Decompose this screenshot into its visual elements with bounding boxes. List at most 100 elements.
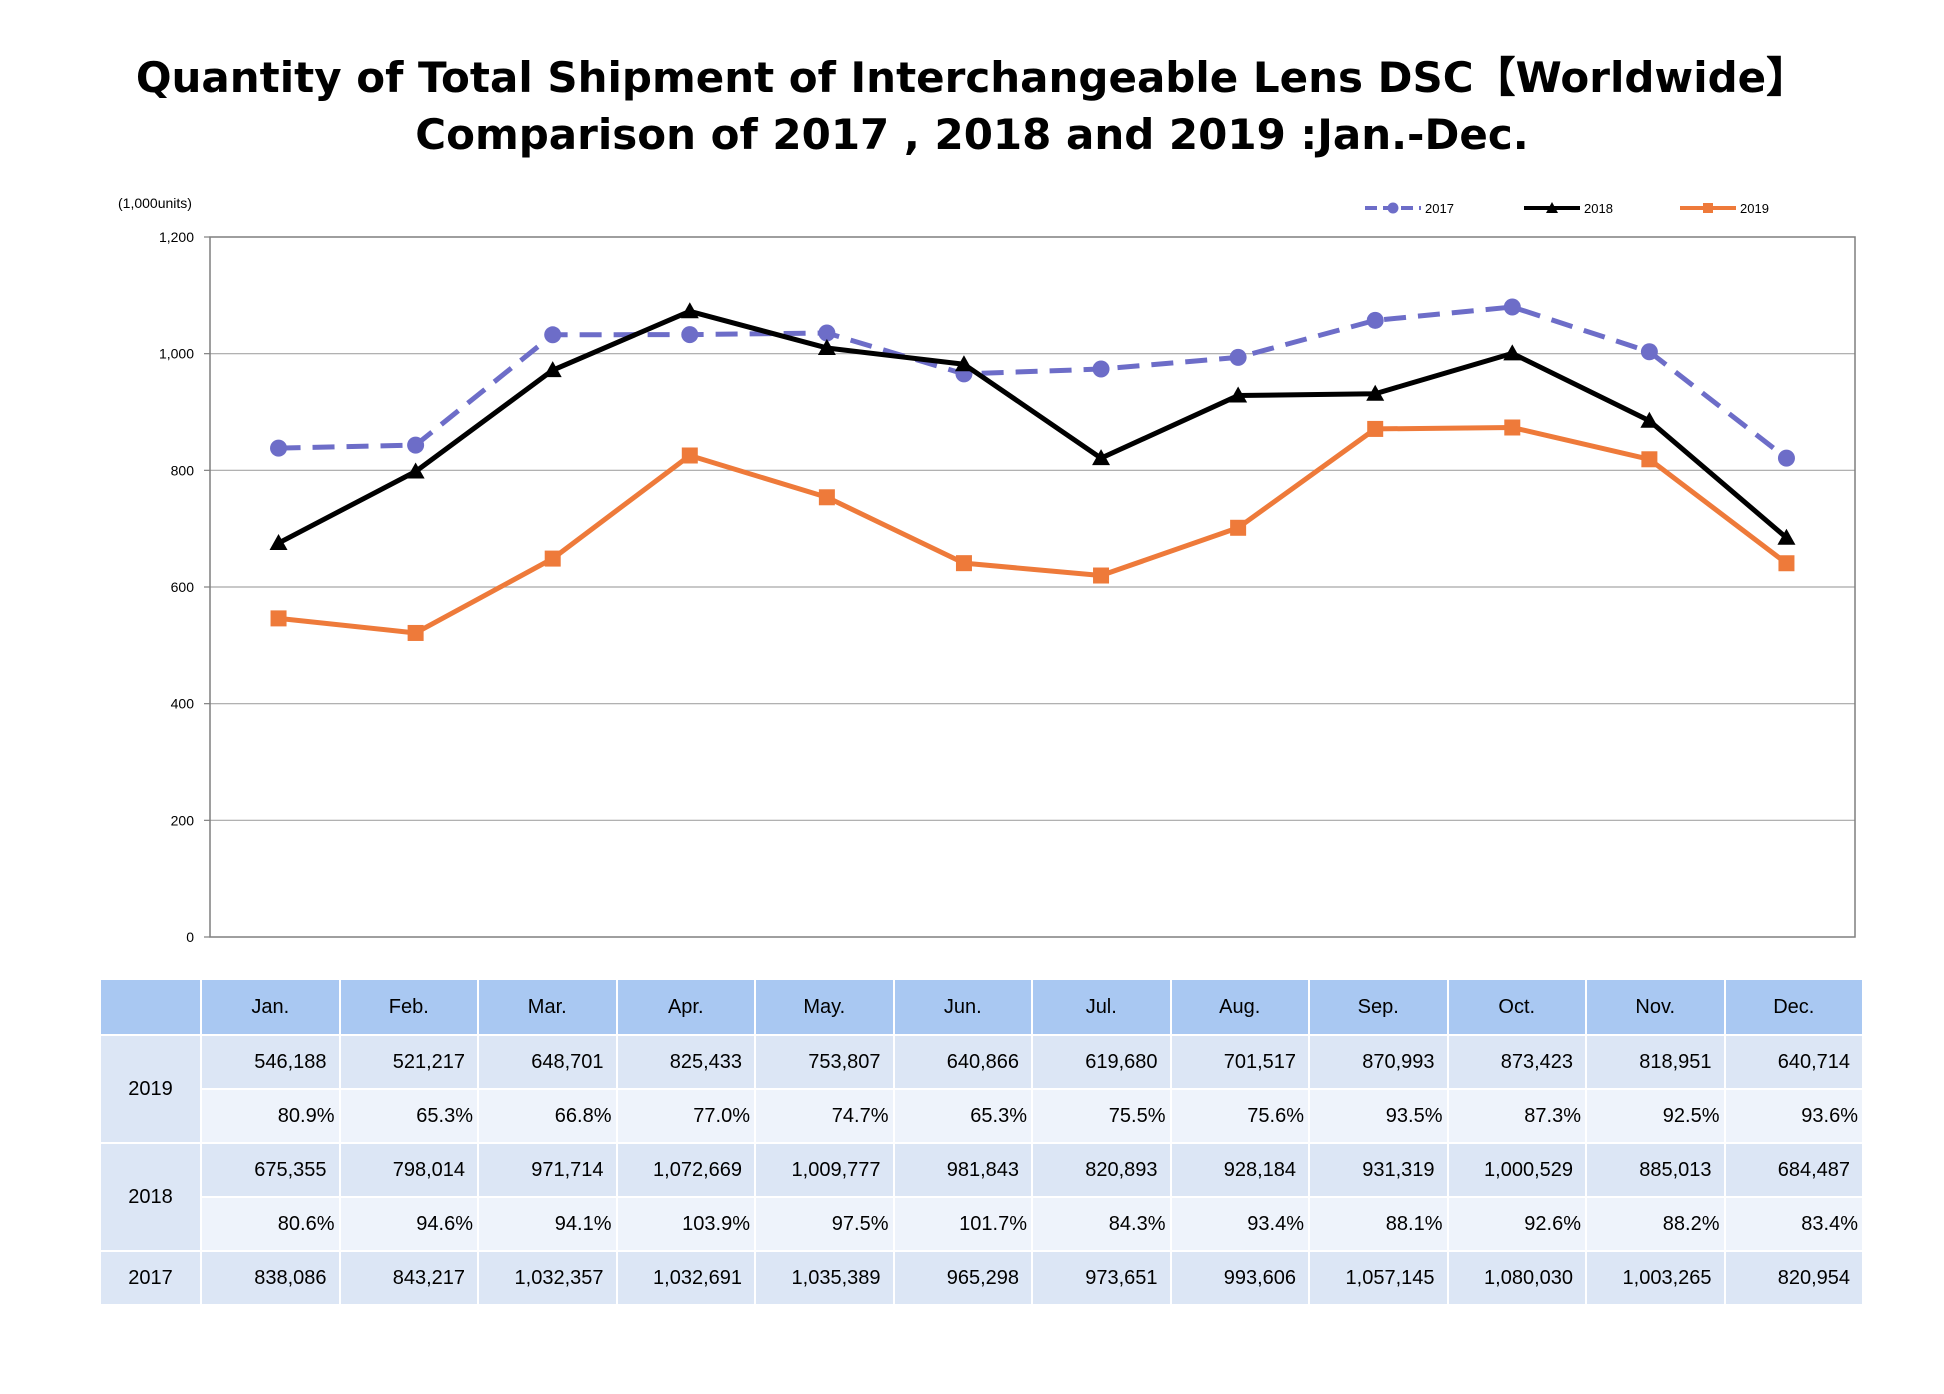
month-header: Jan. — [200, 978, 341, 1036]
legend-marker — [1703, 203, 1713, 213]
ratio-cell: 74.7% — [754, 1088, 895, 1144]
data-point-2017 — [1366, 311, 1384, 329]
data-point-2018 — [1640, 411, 1659, 428]
quantity-cell: 820,893 — [1031, 1142, 1172, 1198]
data-point-2018 — [1229, 386, 1248, 403]
ratio-cell: 92.5% — [1585, 1088, 1726, 1144]
data-point-2019 — [1778, 555, 1795, 572]
quantity-cell: 1,000,529 — [1446, 1142, 1587, 1198]
y-axis-unit-label: (1,000units) — [118, 195, 192, 211]
ratio-cell: 94.6% — [338, 1196, 479, 1252]
ratio-cell: 75.6% — [1169, 1088, 1310, 1144]
data-point-2018 — [1503, 344, 1522, 361]
ratio-cell: 80.9% — [200, 1088, 341, 1144]
ratio-cell: 94.1% — [477, 1196, 618, 1252]
month-header: Sep. — [1308, 978, 1449, 1036]
data-point-2018 — [269, 534, 288, 551]
ratio-cell: 83.4% — [1723, 1196, 1864, 1252]
gridlines — [210, 353, 1855, 821]
data-point-2018 — [543, 361, 562, 378]
data-point-2019 — [955, 555, 972, 572]
data-point-2018 — [1366, 384, 1385, 401]
legend-item-2018: 2018 — [1524, 201, 1613, 216]
quantity-cell: 648,701 — [477, 1034, 618, 1090]
y-tick-label: 400 — [171, 696, 195, 712]
legend-item-2017: 2017 — [1365, 201, 1454, 216]
y-tick-label: 200 — [171, 812, 195, 828]
month-header: Feb. — [338, 978, 479, 1036]
quantity-cell: 825,433 — [615, 1034, 756, 1090]
data-point-2018 — [817, 338, 836, 355]
month-header: Dec. — [1723, 978, 1864, 1036]
month-header: Mar. — [477, 978, 618, 1036]
quantity-cell: 873,423 — [1446, 1034, 1587, 1090]
data-point-2017 — [1092, 360, 1110, 378]
quantity-cell: 640,714 — [1723, 1034, 1864, 1090]
quantity-cell: 885,013 — [1585, 1142, 1726, 1198]
ratio-cell: 84.3% — [1031, 1196, 1172, 1252]
line-chart: 0 200 400 600 800 1,000 1,200 (1,000units) 201… — [118, 195, 1856, 945]
data-point-2018 — [1777, 528, 1796, 545]
month-header: Oct. — [1446, 978, 1587, 1036]
quantity-cell: 675,355 — [200, 1142, 341, 1198]
data-point-2018 — [680, 302, 699, 319]
quantity-cell: 798,014 — [338, 1142, 479, 1198]
quantity-cell: 838,086 — [200, 1250, 341, 1306]
series-lines — [269, 298, 1796, 641]
y-tick-label: 800 — [171, 462, 195, 478]
data-point-2017 — [1640, 343, 1658, 361]
ratio-cell: 87.3% — [1446, 1088, 1587, 1144]
quantity-cell: 1,072,669 — [615, 1142, 756, 1198]
quantity-cell: 870,993 — [1308, 1034, 1449, 1090]
table-row-quantity-2019: 2019 546,188 521,217 648,701 825,433 753,807 6… — [99, 1034, 1864, 1144]
ratio-cell: 93.6% — [1723, 1088, 1864, 1144]
ratio-cell: 93.4% — [1169, 1196, 1310, 1252]
year-label: 2018 — [99, 1142, 202, 1252]
month-header: Nov. — [1585, 978, 1726, 1036]
quantity-cell: 1,032,357 — [477, 1250, 618, 1306]
ratio-cell: 93.5% — [1308, 1088, 1449, 1144]
data-point-2019 — [681, 447, 698, 464]
ratio-cell: 92.6% — [1446, 1196, 1587, 1252]
ratio-cell: 77.0% — [615, 1088, 756, 1144]
shipment-data-table: Jan. Feb. Mar. Apr. May. Jun. Jul. Aug. Sep. Oct.… — [99, 978, 1864, 1306]
data-point-2019 — [1641, 451, 1658, 468]
table-header-row: Jan. Feb. Mar. Apr. May. Jun. Jul. Aug. Sep. Oct.… — [99, 978, 1864, 1036]
legend: 2017 2018 2019 — [1365, 201, 1769, 216]
ratio-cell: 101.7% — [892, 1196, 1033, 1252]
table-row-quantity-2017: 2017 838,086 843,217 1,032,357 1,032,691 1,03… — [99, 1250, 1864, 1306]
ratio-cell: 103.9% — [615, 1196, 756, 1252]
data-point-2017 — [407, 436, 425, 454]
data-point-2019 — [1504, 419, 1521, 436]
quantity-cell: 981,843 — [892, 1142, 1033, 1198]
ratio-cell: 97.5% — [754, 1196, 895, 1252]
y-tick-label: 1,000 — [159, 346, 194, 362]
data-point-2017 — [270, 439, 288, 457]
quantity-cell: 546,188 — [200, 1034, 341, 1090]
y-tick-label: 1,200 — [159, 229, 194, 245]
chart-title: Quantity of Total Shipment of Interchang… — [135, 53, 1809, 102]
quantity-cell: 993,606 — [1169, 1250, 1310, 1306]
data-point-2019 — [1367, 420, 1384, 437]
year-label: 2017 — [99, 1250, 202, 1306]
quantity-cell: 684,487 — [1723, 1142, 1864, 1198]
data-point-2017 — [1777, 449, 1795, 467]
year-label: 2019 — [99, 1034, 202, 1144]
data-point-2019 — [270, 610, 287, 627]
quantity-cell: 820,954 — [1723, 1250, 1864, 1306]
quantity-cell: 973,651 — [1031, 1250, 1172, 1306]
ratio-cell: 75.5% — [1031, 1088, 1172, 1144]
quantity-cell: 753,807 — [754, 1034, 895, 1090]
data-point-2017 — [681, 326, 699, 344]
data-point-2017 — [1503, 298, 1521, 316]
quantity-cell: 640,866 — [892, 1034, 1033, 1090]
legend-label: 2017 — [1425, 201, 1454, 216]
quantity-cell: 619,680 — [1031, 1034, 1172, 1090]
data-point-2019 — [818, 489, 835, 506]
month-header: May. — [754, 978, 895, 1036]
quantity-cell: 971,714 — [477, 1142, 618, 1198]
legend-label: 2019 — [1740, 201, 1769, 216]
data-point-2017 — [1229, 348, 1247, 366]
month-header: Apr. — [615, 978, 756, 1036]
legend-item-2019: 2019 — [1680, 201, 1769, 216]
